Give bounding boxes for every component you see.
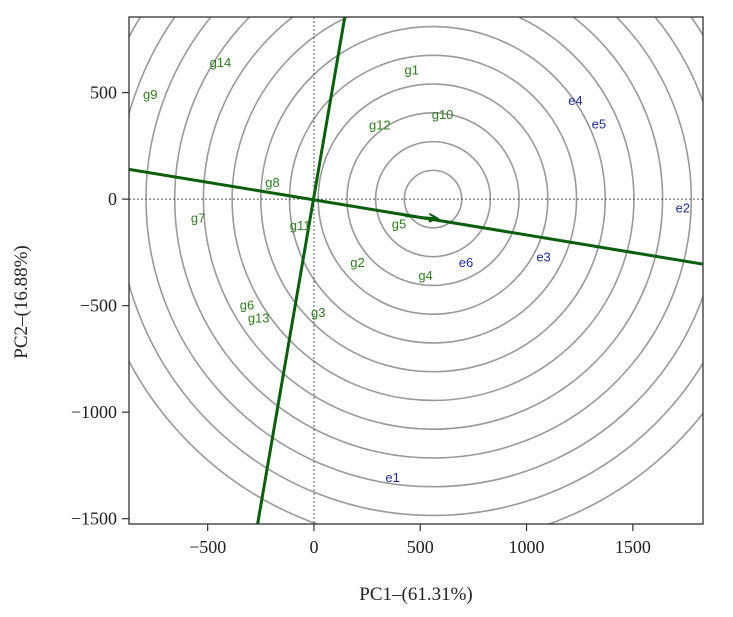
arrow-shaft <box>405 215 438 220</box>
arrow-head <box>428 212 440 223</box>
reference-lines <box>129 17 703 524</box>
environment-label-e3: e3 <box>536 250 550 265</box>
y-tick-label: −1000 <box>71 402 117 422</box>
genotype-label-g10: g10 <box>432 107 454 122</box>
circle-ring-10 <box>145 17 703 488</box>
genotype-label-g4: g4 <box>418 268 432 283</box>
genotype-label-g8: g8 <box>265 175 279 190</box>
genotype-label-g11: g11 <box>290 218 311 233</box>
x-tick-label: −500 <box>189 537 226 557</box>
y-axis: 500 0 −500 −1000 −1500 <box>71 83 129 529</box>
genotype-label-g9: g9 <box>143 87 157 102</box>
point-labels: g1 g2 g3 g4 g5 g6 g7 g8 g9 g10 g11 g12 g13 g14 e1 e2 e3 e… <box>143 55 690 485</box>
genotype-label-g6: g6 <box>240 298 254 313</box>
genotype-label-g7: g7 <box>191 210 205 225</box>
x-tick-label: 1000 <box>509 537 545 557</box>
plot-frame <box>128 16 704 525</box>
environment-label-e5: e5 <box>592 117 606 132</box>
x-axis-title: PC1–(61.31%) <box>359 584 472 605</box>
x-tick-label: 1500 <box>615 537 651 557</box>
circle-ring-7 <box>231 17 635 402</box>
genotype-label-g14: g14 <box>210 55 232 70</box>
genotype-label-g1: g1 <box>405 62 419 77</box>
environment-label-e6: e6 <box>459 255 473 270</box>
y-tick-label: 500 <box>90 83 117 103</box>
y-tick-label: −1500 <box>71 509 117 529</box>
genotype-label-g13: g13 <box>248 310 270 325</box>
x-axis: −500 0 500 1000 1500 <box>189 524 651 557</box>
circle-ring-8 <box>202 17 664 430</box>
x-tick-label: 500 <box>407 537 434 557</box>
axis-lines <box>129 17 703 524</box>
concentric-circles <box>129 17 703 524</box>
circle-ring-11 <box>129 17 703 517</box>
genotype-label-g12: g12 <box>369 118 391 133</box>
genotype-label-g5: g5 <box>392 217 406 232</box>
environment-label-e4: e4 <box>568 93 582 108</box>
y-tick-label: −500 <box>80 296 117 316</box>
genotype-label-g2: g2 <box>350 255 364 270</box>
environment-label-e2: e2 <box>676 201 690 216</box>
y-axis-title: PC2–(16.88%) <box>11 245 32 358</box>
x-tick-label: 0 <box>309 537 318 557</box>
y-tick-label: 0 <box>108 189 117 209</box>
perpendicular-axis-line <box>256 17 347 524</box>
circle-ring-9 <box>173 17 693 459</box>
genotype-label-g3: g3 <box>311 305 325 320</box>
environment-label-e1: e1 <box>385 470 399 485</box>
